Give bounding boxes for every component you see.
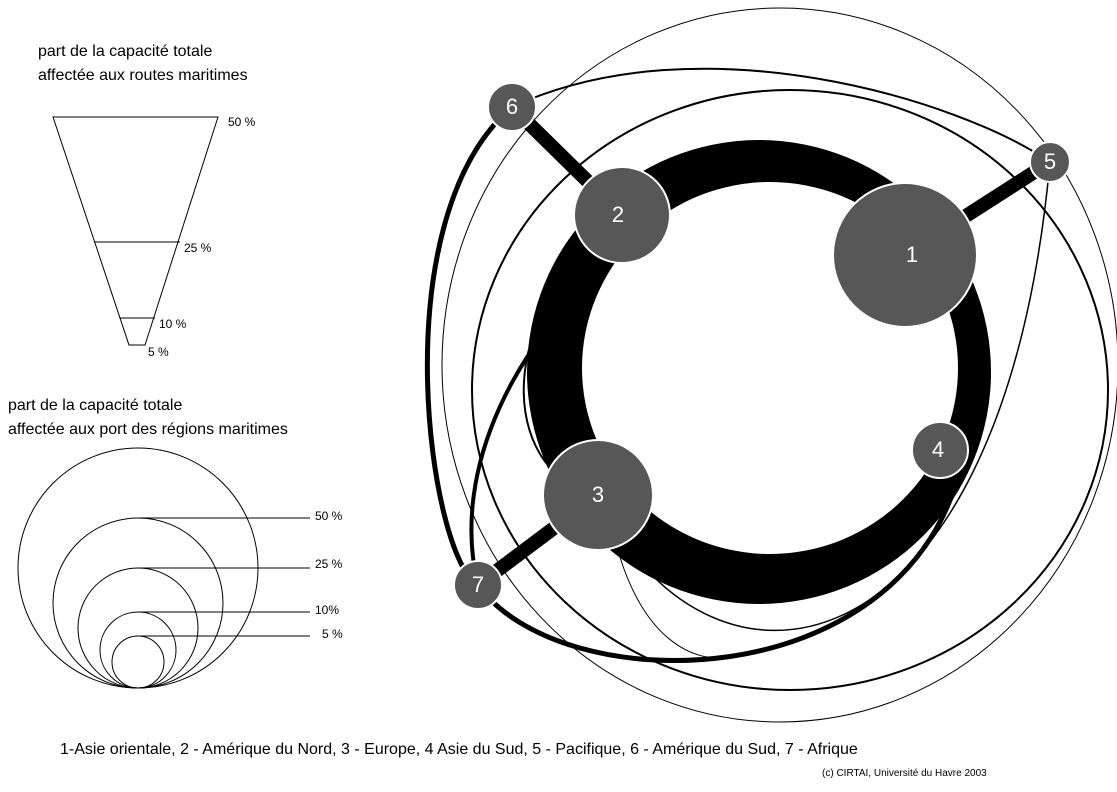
legend-title: part de la capacité totale (8, 397, 182, 414)
ports-legend: part de la capacité totale affectée aux … (8, 397, 288, 438)
level-label: 50 % (228, 115, 256, 129)
flow-arc (511, 67, 1051, 163)
level-label: 5 % (322, 627, 343, 641)
node-label: 7 (472, 572, 484, 597)
funnel (52, 116, 219, 346)
nodes (453, 82, 1071, 610)
level-label: 25 % (315, 557, 343, 571)
node-label: 6 (506, 94, 518, 119)
flow-arc (441, 7, 1117, 723)
flow-arc (471, 89, 1109, 691)
legend-circle (77, 567, 199, 689)
legend-title: affectée aux port des régions maritimes (8, 421, 288, 438)
level-label: 50 % (315, 509, 343, 523)
legend-circle (99, 611, 177, 689)
legend-title: part de la capacité totale (38, 43, 212, 60)
copyright: (c) CIRTAI, Université du Havre 2003 (822, 768, 987, 779)
node (573, 166, 671, 264)
level-label: 10% (315, 603, 339, 617)
node (1029, 141, 1071, 183)
level-label: 25 % (184, 241, 212, 255)
caption: 1-Asie orientale, 2 - Amérique du Nord, … (60, 741, 858, 758)
node-label: 5 (1044, 149, 1056, 174)
level-label: 10 % (159, 317, 187, 331)
funnel-shape (52, 116, 219, 346)
nested-circles (17, 447, 310, 689)
node-labels: 1 2 3 4 5 6 7 (472, 94, 1056, 597)
node (911, 421, 969, 479)
node (453, 560, 503, 610)
circle-labels: 50 % 25 % 10% 5 % (315, 509, 343, 641)
node (832, 182, 978, 328)
level-label: 5 % (148, 345, 169, 359)
routes-legend: part de la capacité totale affectée aux … (38, 43, 248, 84)
legend-circle (52, 517, 224, 689)
node-label: 1 (906, 242, 918, 267)
node-label: 2 (612, 202, 624, 227)
node-label: 4 (932, 437, 944, 462)
legend-title: affectée aux routes maritimes (38, 67, 248, 84)
node-label: 3 (592, 482, 604, 507)
funnel-labels: 50 % 25 % 10 % 5 % (148, 115, 256, 359)
legend-circle (111, 635, 165, 689)
node (542, 439, 654, 551)
node (487, 82, 537, 132)
